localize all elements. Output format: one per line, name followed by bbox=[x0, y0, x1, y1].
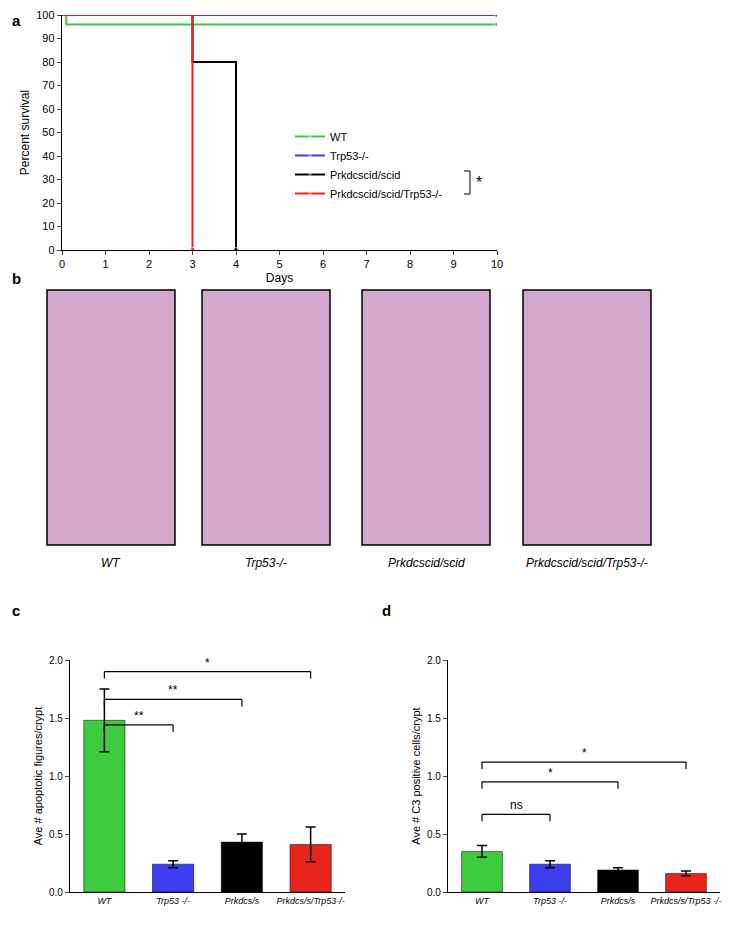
svg-text:Trp53 -/-: Trp53 -/- bbox=[533, 896, 567, 906]
svg-text:0: 0 bbox=[48, 244, 54, 256]
svg-text:WT: WT bbox=[101, 556, 121, 570]
svg-text:d: d bbox=[382, 602, 391, 619]
svg-text:1.0: 1.0 bbox=[427, 771, 441, 782]
svg-text:Prkdcs/s/Trp53-/-: Prkdcs/s/Trp53-/- bbox=[276, 896, 344, 906]
svg-text:Prkdcscid/scid: Prkdcscid/scid bbox=[330, 169, 400, 181]
svg-text:0.5: 0.5 bbox=[49, 829, 63, 840]
svg-text:9: 9 bbox=[450, 258, 456, 270]
svg-text:0.0: 0.0 bbox=[49, 887, 63, 898]
svg-text:30: 30 bbox=[42, 173, 54, 185]
svg-text:5: 5 bbox=[276, 258, 282, 270]
svg-text:a: a bbox=[12, 12, 21, 29]
svg-text:1.5: 1.5 bbox=[49, 713, 63, 724]
svg-text:Ave # C3 positive cells/crypt: Ave # C3 positive cells/crypt bbox=[410, 707, 422, 844]
svg-text:90: 90 bbox=[42, 32, 54, 44]
svg-text:0.5: 0.5 bbox=[427, 829, 441, 840]
svg-text:20: 20 bbox=[42, 197, 54, 209]
svg-text:ns: ns bbox=[510, 798, 523, 812]
svg-text:Ave # apoptotic figures/crypt: Ave # apoptotic figures/crypt bbox=[32, 707, 44, 846]
svg-text:Prkdcs/s: Prkdcs/s bbox=[601, 896, 636, 906]
svg-text:40: 40 bbox=[42, 150, 54, 162]
svg-text:10: 10 bbox=[42, 220, 54, 232]
svg-text:80: 80 bbox=[42, 56, 54, 68]
svg-text:*: * bbox=[205, 656, 210, 670]
svg-text:8: 8 bbox=[407, 258, 413, 270]
svg-text:c: c bbox=[12, 602, 20, 619]
svg-text:Prkdcscid/scid/Trp53-/-: Prkdcscid/scid/Trp53-/- bbox=[330, 188, 442, 200]
svg-text:Prkdcscid/scid/Trp53-/-: Prkdcscid/scid/Trp53-/- bbox=[526, 556, 648, 570]
svg-text:1.5: 1.5 bbox=[427, 713, 441, 724]
svg-text:10: 10 bbox=[491, 258, 503, 270]
svg-text:*: * bbox=[582, 746, 587, 760]
svg-text:0: 0 bbox=[59, 258, 65, 270]
svg-text:Prkdcscid/scid: Prkdcscid/scid bbox=[388, 556, 465, 570]
svg-text:2: 2 bbox=[146, 258, 152, 270]
svg-text:70: 70 bbox=[42, 79, 54, 91]
svg-text:6: 6 bbox=[320, 258, 326, 270]
svg-text:Trp53-/-: Trp53-/- bbox=[330, 150, 369, 162]
svg-text:b: b bbox=[12, 270, 21, 287]
svg-text:7: 7 bbox=[363, 258, 369, 270]
svg-text:WT: WT bbox=[330, 131, 347, 143]
svg-text:Days: Days bbox=[266, 271, 293, 285]
svg-text:50: 50 bbox=[42, 126, 54, 138]
svg-text:WT: WT bbox=[97, 896, 112, 906]
svg-text:Percent survival: Percent survival bbox=[18, 90, 32, 175]
svg-text:*: * bbox=[476, 174, 482, 191]
svg-text:Trp53-/-: Trp53-/- bbox=[245, 556, 287, 570]
svg-text:2.0: 2.0 bbox=[427, 655, 441, 666]
svg-text:0.0: 0.0 bbox=[427, 887, 441, 898]
svg-text:1.0: 1.0 bbox=[49, 771, 63, 782]
svg-text:**: ** bbox=[168, 683, 178, 697]
svg-text:Trp53 -/-: Trp53 -/- bbox=[156, 896, 190, 906]
svg-text:Prkdcs/s: Prkdcs/s bbox=[225, 896, 260, 906]
svg-text:3: 3 bbox=[189, 258, 195, 270]
svg-text:*: * bbox=[548, 766, 553, 780]
svg-text:2.0: 2.0 bbox=[49, 655, 63, 666]
svg-text:WT: WT bbox=[475, 896, 490, 906]
svg-text:Prkdcs/s/Trp53 -/-: Prkdcs/s/Trp53 -/- bbox=[651, 896, 722, 906]
svg-text:1: 1 bbox=[102, 258, 108, 270]
svg-text:60: 60 bbox=[42, 103, 54, 115]
svg-text:100: 100 bbox=[36, 9, 54, 21]
svg-text:4: 4 bbox=[233, 258, 239, 270]
svg-text:**: ** bbox=[134, 709, 144, 723]
